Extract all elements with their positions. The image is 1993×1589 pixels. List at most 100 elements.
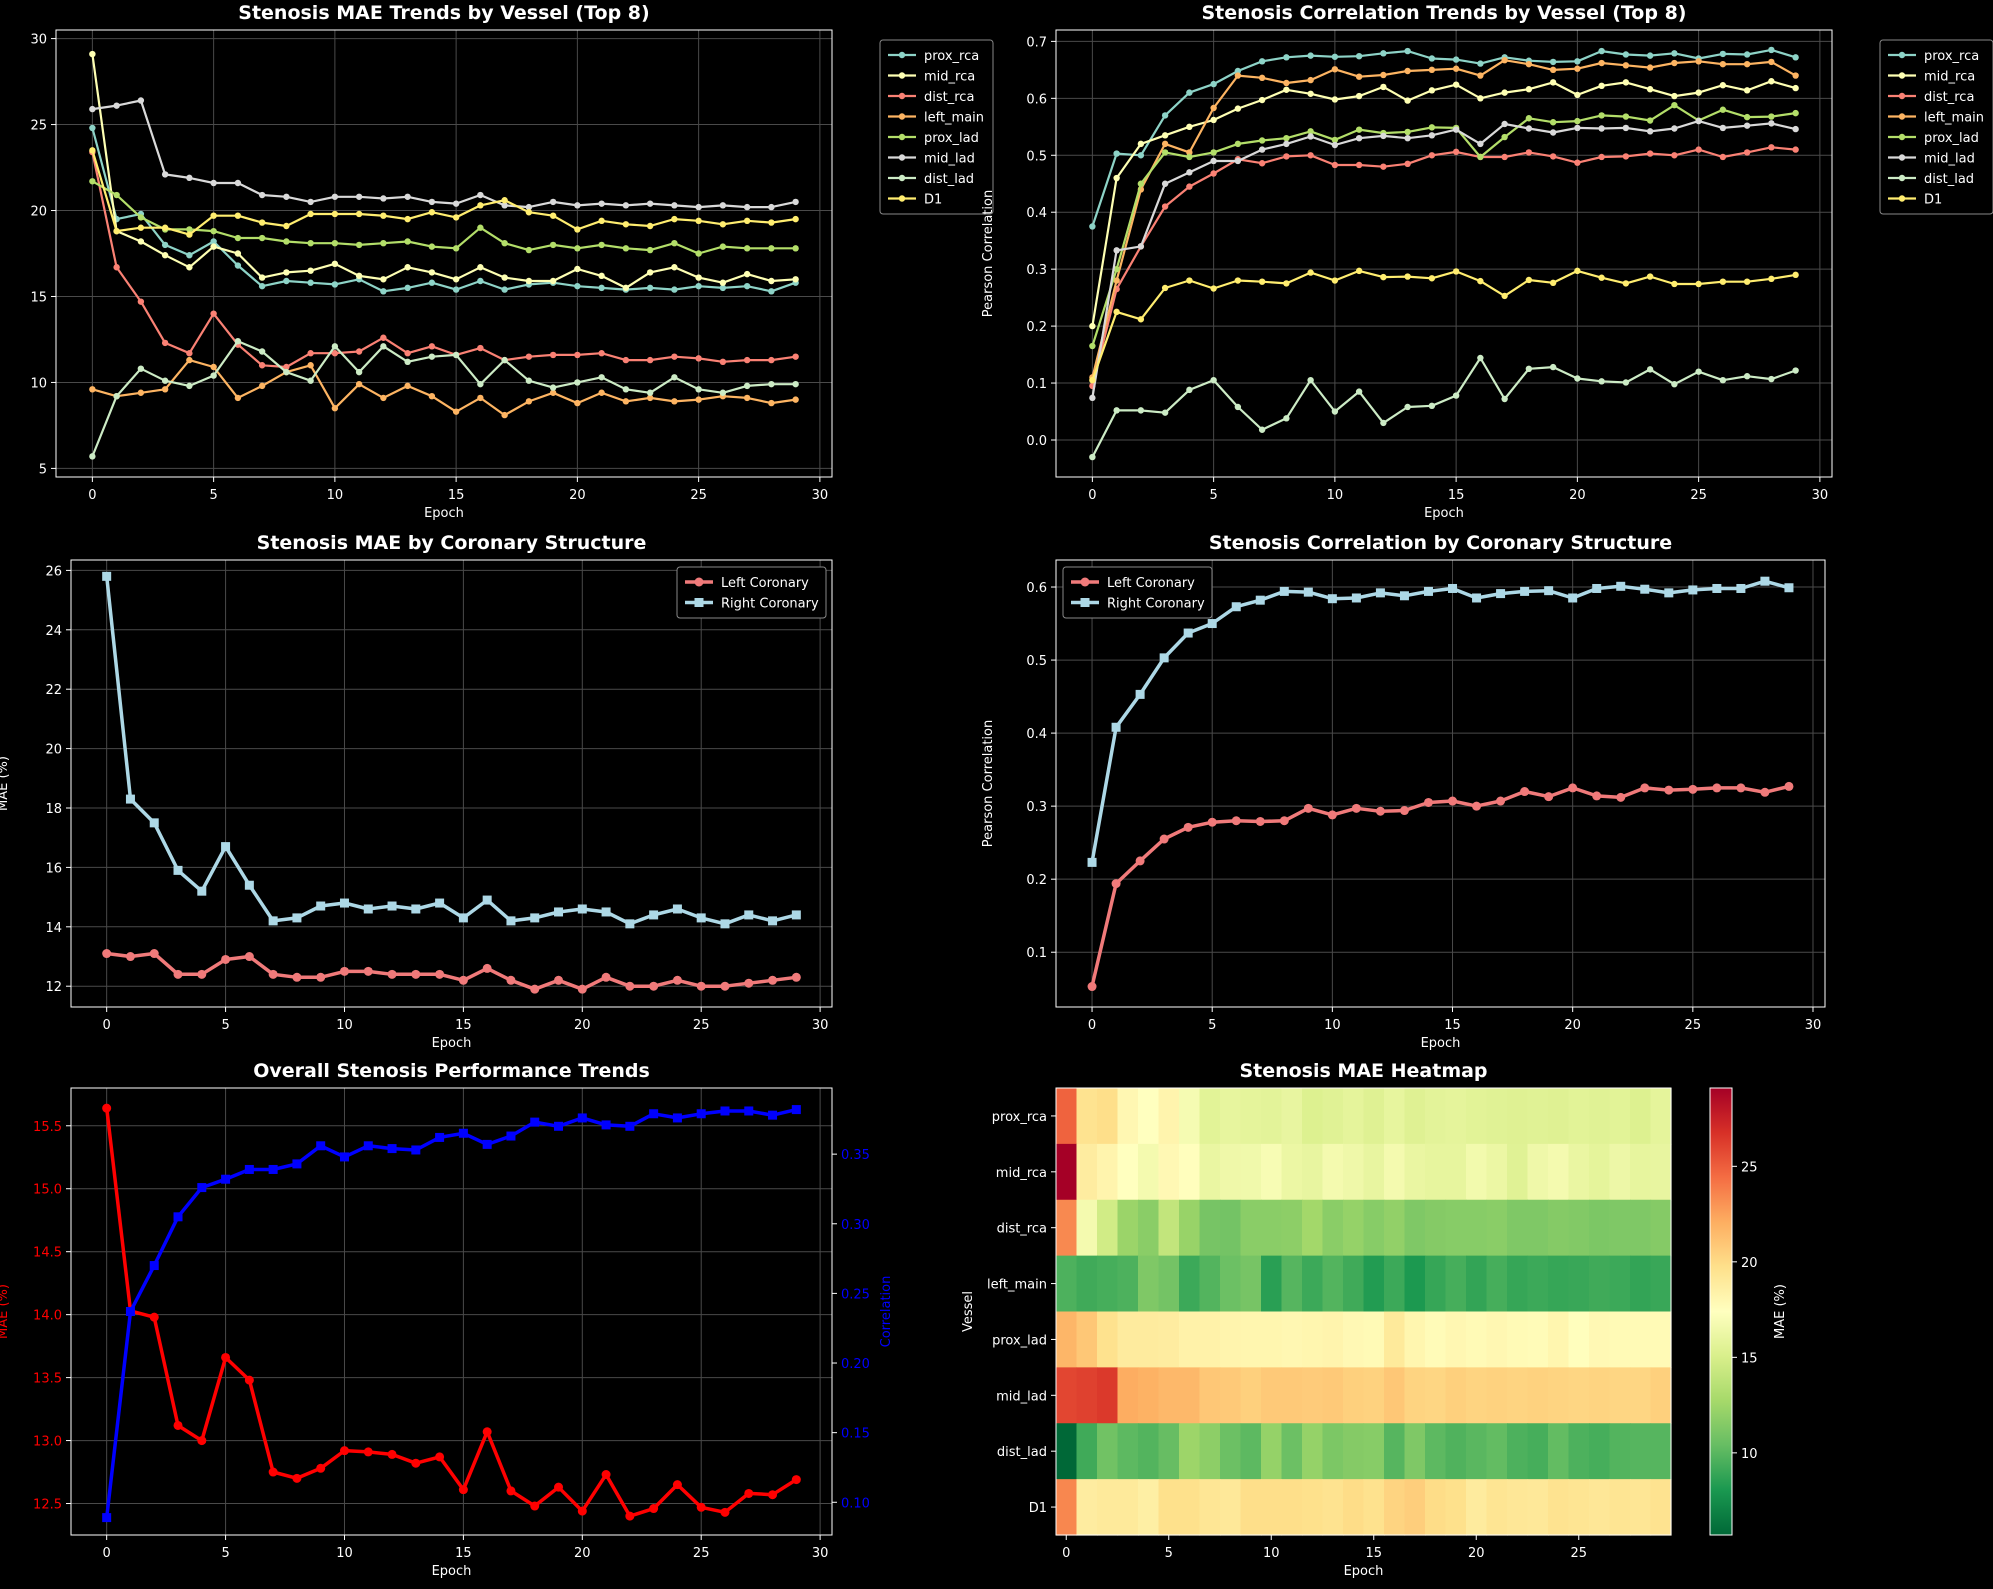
data-point [452, 200, 460, 207]
heatmap-cell [1240, 1199, 1262, 1257]
data-point [1743, 122, 1751, 129]
legend-marker [1898, 154, 1906, 161]
data-point [1089, 342, 1096, 350]
data-point [1622, 153, 1630, 160]
heatmap-cell [1466, 1367, 1488, 1424]
data-point [1598, 378, 1605, 385]
heatmap-cell [1363, 1088, 1385, 1145]
legend-marker [898, 174, 906, 182]
data-point [1283, 54, 1290, 61]
heatmap-cell [1322, 1367, 1344, 1424]
data-point [719, 279, 727, 286]
data-point [1380, 273, 1387, 281]
axes-frame [1055, 559, 1826, 1008]
data-point [149, 949, 159, 959]
series-Correlation [102, 1105, 801, 1523]
x-tick-label: 20 [574, 1546, 591, 1561]
x-axis-label: Epoch [1424, 506, 1464, 521]
data-point [387, 969, 397, 979]
data-point [355, 380, 363, 388]
data-point [234, 234, 242, 242]
heatmap-row-label: dist_lad [997, 1445, 1047, 1460]
data-point [1616, 581, 1626, 591]
heatmap-cell [1322, 1199, 1344, 1257]
data-point [1186, 149, 1193, 156]
heatmap-cell [1343, 1423, 1365, 1480]
data-point [102, 949, 112, 959]
data-point [307, 279, 314, 286]
data-point [1671, 59, 1678, 67]
series-mid_rca [89, 50, 799, 292]
data-point [1646, 64, 1654, 71]
data-point [1210, 157, 1217, 165]
data-point [577, 1113, 587, 1123]
heatmap-cell [1138, 1143, 1160, 1201]
data-point [1331, 53, 1339, 60]
data-point [768, 288, 775, 295]
data-point [1089, 394, 1096, 402]
data-point [307, 198, 314, 206]
data-point [113, 392, 120, 400]
x-tick-label: 15 [455, 1018, 472, 1033]
y-axis-label: MAE (%) [0, 1284, 11, 1339]
series-prox_rca [89, 124, 799, 295]
x-tick-label: 10 [336, 1018, 353, 1033]
data-point [186, 264, 193, 271]
data-point [89, 124, 96, 132]
data-point [1423, 586, 1433, 596]
data-point [113, 264, 120, 271]
data-point [1792, 84, 1799, 92]
data-point [1784, 781, 1794, 791]
heatmap-cell [1097, 1423, 1119, 1480]
data-point [768, 219, 775, 226]
data-point [1137, 140, 1145, 148]
data-point [1622, 124, 1630, 132]
heatmap-cell [1220, 1423, 1242, 1480]
data-point [482, 1139, 492, 1149]
data-point [244, 952, 254, 962]
data-point [1258, 96, 1266, 104]
data-point [1736, 783, 1746, 793]
legend-marker [898, 154, 906, 161]
legend-marker [898, 113, 906, 120]
data-point [1719, 106, 1727, 113]
data-point [671, 286, 678, 293]
data-point [1520, 787, 1530, 797]
data-point [792, 198, 799, 206]
data-point [477, 264, 484, 271]
data-point [283, 193, 290, 200]
data-point [792, 353, 799, 360]
data-point [598, 241, 605, 249]
y-axis-label: Pearson Correlation [981, 720, 996, 847]
data-point [331, 210, 339, 218]
data-point [1743, 113, 1751, 121]
heatmap-cell [1138, 1255, 1160, 1313]
heatmap-cell [1466, 1479, 1488, 1536]
axes-frame [55, 29, 833, 478]
data-point [477, 191, 484, 199]
data-point [1089, 453, 1096, 461]
legend: Left Coronary Right Coronary [1062, 566, 1213, 619]
data-point [1520, 586, 1530, 596]
data-point [149, 1261, 159, 1271]
data-point [1183, 822, 1193, 832]
data-point [1477, 153, 1484, 161]
data-point [1258, 426, 1266, 433]
data-point [622, 221, 630, 228]
legend-label: dist_rca [1924, 90, 1974, 105]
data-point [1743, 60, 1751, 68]
heatmap-cell [1404, 1199, 1426, 1257]
heatmap-cell [1261, 1311, 1283, 1368]
chart-title: Stenosis MAE Heatmap [1239, 1060, 1487, 1082]
heatmap-cell [1117, 1423, 1139, 1480]
y-tick-label: 26 [45, 564, 62, 579]
heatmap-cell [1589, 1199, 1611, 1257]
data-point [363, 966, 373, 976]
data-point [1186, 169, 1193, 176]
legend-frame [1879, 39, 1993, 215]
heatmap-cell [1363, 1255, 1385, 1313]
heatmap-cell [1343, 1143, 1365, 1201]
data-point [1712, 783, 1722, 793]
legend-label: left_main [1924, 111, 1984, 126]
